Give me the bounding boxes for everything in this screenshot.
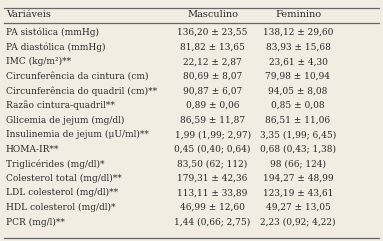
Text: Variáveis: Variáveis — [6, 10, 51, 20]
Text: Masculino: Masculino — [187, 10, 238, 20]
Text: PA sistólica (mmHg): PA sistólica (mmHg) — [6, 28, 99, 37]
Text: HDL colesterol (mg/dl)*: HDL colesterol (mg/dl)* — [6, 203, 115, 212]
Text: 79,98 ± 10,94: 79,98 ± 10,94 — [265, 72, 331, 81]
Text: 81,82 ± 13,65: 81,82 ± 13,65 — [180, 43, 245, 52]
Text: 179,31 ± 42,36: 179,31 ± 42,36 — [177, 174, 248, 183]
Text: 49,27 ± 13,05: 49,27 ± 13,05 — [265, 203, 331, 212]
Text: Razão cintura-quadril**: Razão cintura-quadril** — [6, 100, 115, 110]
Text: 0,85 ± 0,08: 0,85 ± 0,08 — [271, 101, 325, 110]
Text: 0,68 (0,43; 1,38): 0,68 (0,43; 1,38) — [260, 145, 336, 154]
Text: PA diastólica (mmHg): PA diastólica (mmHg) — [6, 42, 105, 52]
Text: 123,19 ± 43,61: 123,19 ± 43,61 — [263, 188, 333, 197]
Text: 138,12 ± 29,60: 138,12 ± 29,60 — [263, 28, 333, 37]
Text: Triglicérides (mg/dl)*: Triglicérides (mg/dl)* — [6, 159, 104, 168]
Text: 94,05 ± 8,08: 94,05 ± 8,08 — [268, 86, 328, 95]
Text: Insulinemia de jejum (μU/ml)**: Insulinemia de jejum (μU/ml)** — [6, 130, 149, 139]
Text: 22,12 ± 2,87: 22,12 ± 2,87 — [183, 57, 242, 66]
Text: 0,89 ± 0,06: 0,89 ± 0,06 — [186, 101, 239, 110]
Text: 1,44 (0,66; 2,75): 1,44 (0,66; 2,75) — [174, 218, 251, 227]
Text: 86,59 ± 11,87: 86,59 ± 11,87 — [180, 115, 245, 125]
Text: Feminino: Feminino — [275, 10, 321, 20]
Text: HOMA-IR**: HOMA-IR** — [6, 145, 59, 154]
Text: 98 (66; 124): 98 (66; 124) — [270, 159, 326, 168]
Text: 136,20 ± 23,55: 136,20 ± 23,55 — [177, 28, 248, 37]
Text: PCR (mg/l)**: PCR (mg/l)** — [6, 218, 65, 227]
Text: 46,99 ± 12,60: 46,99 ± 12,60 — [180, 203, 245, 212]
Text: Colesterol total (mg/dl)**: Colesterol total (mg/dl)** — [6, 174, 121, 183]
Text: 83,50 (62; 112): 83,50 (62; 112) — [177, 159, 248, 168]
Text: 3,35 (1,99; 6,45): 3,35 (1,99; 6,45) — [260, 130, 336, 139]
Text: 80,69 ± 8,07: 80,69 ± 8,07 — [183, 72, 242, 81]
Text: 1,99 (1,99; 2,97): 1,99 (1,99; 2,97) — [175, 130, 250, 139]
Text: 194,27 ± 48,99: 194,27 ± 48,99 — [263, 174, 333, 183]
Text: Glicemia de jejum (mg/dl): Glicemia de jejum (mg/dl) — [6, 115, 124, 125]
Text: 83,93 ± 15,68: 83,93 ± 15,68 — [265, 43, 331, 52]
Text: 113,11 ± 33,89: 113,11 ± 33,89 — [177, 188, 248, 197]
Text: LDL colesterol (mg/dl)**: LDL colesterol (mg/dl)** — [6, 188, 118, 197]
Text: 23,61 ± 4,30: 23,61 ± 4,30 — [268, 57, 327, 66]
Text: 86,51 ± 11,06: 86,51 ± 11,06 — [265, 115, 331, 125]
Text: Circunferência da cintura (cm): Circunferência da cintura (cm) — [6, 72, 148, 81]
Text: 0,45 (0,40; 0,64): 0,45 (0,40; 0,64) — [174, 145, 251, 154]
Text: IMC (kg/m²)**: IMC (kg/m²)** — [6, 57, 71, 66]
Text: 90,87 ± 6,07: 90,87 ± 6,07 — [183, 86, 242, 95]
Text: 2,23 (0,92; 4,22): 2,23 (0,92; 4,22) — [260, 218, 336, 227]
Text: Circunferência do quadril (cm)**: Circunferência do quadril (cm)** — [6, 86, 157, 96]
